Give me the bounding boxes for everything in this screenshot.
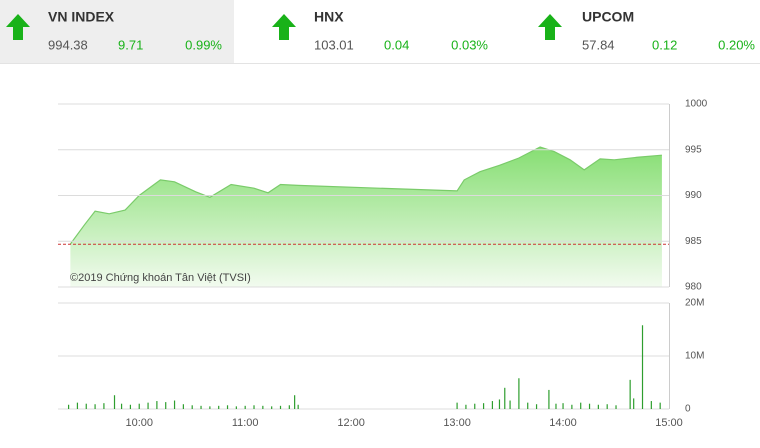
volume-bar xyxy=(209,406,211,409)
volume-bar xyxy=(641,325,644,409)
volume-bar xyxy=(218,405,220,409)
x-tick-label: 15:00 xyxy=(655,417,683,429)
index-change-pct: 0.03% xyxy=(451,37,488,52)
y-tick-label: 10M xyxy=(685,351,704,362)
volume-bar xyxy=(76,402,79,409)
up-arrow xyxy=(272,14,296,40)
index-value: 994.38 xyxy=(48,37,88,52)
volume-bar xyxy=(294,395,296,409)
y-tick-label: 995 xyxy=(685,144,702,155)
volume-bar xyxy=(527,402,529,409)
x-tick-label: 10:00 xyxy=(125,417,153,429)
y-tick-label: 980 xyxy=(685,282,702,293)
volume-bar xyxy=(535,404,538,409)
volume-bar xyxy=(67,404,70,409)
volume-bar xyxy=(138,403,140,409)
index-name: HNX xyxy=(314,9,344,25)
volume-bar xyxy=(629,379,631,409)
volume-bar xyxy=(555,403,557,409)
volume-bar xyxy=(650,401,652,409)
volume-bar xyxy=(288,405,290,409)
index-name: UPCOM xyxy=(582,9,634,25)
volume-bar xyxy=(147,402,149,409)
volume-bar xyxy=(173,400,176,409)
volume-bar xyxy=(509,400,511,409)
volume-bar xyxy=(588,403,591,409)
volume-bar xyxy=(262,405,264,409)
volume-bar xyxy=(571,404,573,409)
y-tick-label: 985 xyxy=(685,236,702,247)
volume-bar xyxy=(597,404,599,409)
price-line xyxy=(69,146,662,245)
tile: VN INDEX 994.38 9.71 0.99% xyxy=(6,9,222,52)
volume-bar xyxy=(659,402,661,409)
volume-bar xyxy=(244,405,246,409)
x-tick-label: 12:00 xyxy=(337,417,365,429)
volume-bar xyxy=(279,405,282,409)
volume-bar xyxy=(120,403,123,409)
volume-bar xyxy=(633,398,635,409)
y-tick-label: 0 xyxy=(685,404,691,415)
volume-bar xyxy=(518,378,520,409)
volume-bar xyxy=(226,405,229,409)
volume-bar xyxy=(103,403,105,409)
volume-bar xyxy=(297,404,299,409)
volume-bar xyxy=(94,404,96,409)
tile: HNX 103.01 0.04 0.03% xyxy=(272,9,488,52)
volume-bar xyxy=(580,402,582,409)
y-tick-label: 1000 xyxy=(685,99,708,110)
volume-bar xyxy=(482,403,485,409)
volume-bar xyxy=(474,403,476,409)
volume-bar xyxy=(85,403,87,409)
y-tick-label: 990 xyxy=(685,190,702,201)
volume-bar xyxy=(156,401,158,409)
index-change-pct: 0.99% xyxy=(185,37,222,52)
volume-bar xyxy=(271,406,273,409)
volume-bar xyxy=(182,404,184,409)
volume-bar xyxy=(465,404,467,409)
x-tick-label: 14:00 xyxy=(549,417,577,429)
index-change: 0.04 xyxy=(384,37,409,52)
index-value: 57.84 xyxy=(582,37,615,52)
index-name: VN INDEX xyxy=(48,9,115,25)
volume-bar xyxy=(491,401,494,409)
volume-bar xyxy=(562,403,564,409)
volume-bar xyxy=(606,404,608,409)
volume-bar xyxy=(498,399,501,409)
tile: UPCOM 57.84 0.12 0.20% xyxy=(538,9,755,52)
volume-bar xyxy=(129,404,132,409)
watermark: ©2019 Chứng khoán Tân Việt (TVSI) xyxy=(70,272,251,284)
volume-bar xyxy=(165,402,167,409)
y-tick-label: 20M xyxy=(685,298,704,309)
index-change: 9.71 xyxy=(118,37,143,52)
volume-bar xyxy=(548,389,550,409)
volume-bar xyxy=(235,406,237,409)
up-arrow xyxy=(6,14,30,40)
up-arrow xyxy=(538,14,562,40)
area-fill xyxy=(70,147,662,287)
volume-bar xyxy=(456,402,458,409)
x-tick-label: 11:00 xyxy=(232,417,259,429)
index-change-pct: 0.20% xyxy=(718,37,755,52)
volume-bar xyxy=(191,405,193,409)
volume-bar xyxy=(200,405,202,409)
index-value: 103.01 xyxy=(314,37,354,52)
volume-bar xyxy=(615,405,617,409)
tile-bg xyxy=(0,0,234,63)
volume-bar xyxy=(253,405,255,409)
volume-bar xyxy=(113,395,116,409)
index-change: 0.12 xyxy=(652,37,677,52)
x-tick-label: 13:00 xyxy=(443,417,471,429)
volume-bar xyxy=(504,387,506,409)
